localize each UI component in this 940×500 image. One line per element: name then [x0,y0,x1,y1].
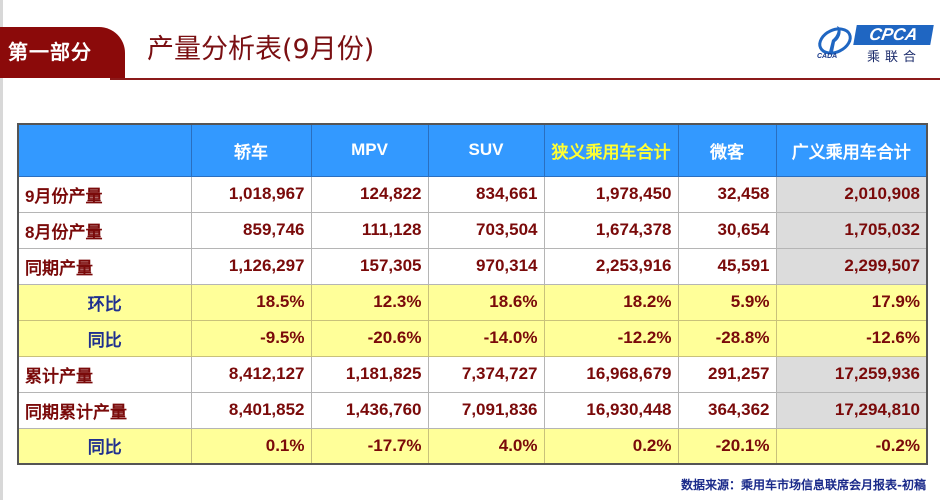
table-row: 8月份产量 859,746 111,128 703,504 1,674,378 … [17,211,928,249]
cell: 16,968,679 [543,355,679,393]
cell: 1,436,760 [310,391,429,429]
table-row-ratio: 同比 0.1% -17.7% 4.0% 0.2% -20.1% -0.2% [17,427,928,465]
cell: 7,091,836 [427,391,545,429]
section-label: 第一部分 [0,27,125,78]
header-corner [17,123,192,177]
cell: 12.3% [310,283,429,321]
row-label: 同期产量 [17,247,192,285]
cell: 30,654 [677,211,777,249]
cell: 18.6% [427,283,545,321]
cell: -12.2% [543,319,679,357]
cell: 0.1% [190,427,312,465]
cell-total: 2,010,908 [775,175,928,213]
title-divider [110,78,940,80]
cell: 157,305 [310,247,429,285]
cell: 834,661 [427,175,545,213]
cell: 4.0% [427,427,545,465]
header-sedan: 轿车 [190,123,312,177]
cell-total: 17,294,810 [775,391,928,429]
cell: 18.2% [543,283,679,321]
cell: 364,362 [677,391,777,429]
slide-left-edge [0,0,3,500]
cell: 703,504 [427,211,545,249]
cpca-wordmark: CPCA [853,25,934,45]
row-label: 同比 [17,319,192,357]
cell: 859,746 [190,211,312,249]
cell: -20.6% [310,319,429,357]
header-narrow-total: 狭义乘用车合计 [543,123,679,177]
cell: 18.5% [190,283,312,321]
row-label: 同比 [17,427,192,465]
cell-total: -0.2% [775,427,928,465]
table-row: 9月份产量 1,018,967 124,822 834,661 1,978,45… [17,175,928,213]
cell: -9.5% [190,319,312,357]
cell-total: -12.6% [775,319,928,357]
table-row: 同期产量 1,126,297 157,305 970,314 2,253,916… [17,247,928,285]
header-suv: SUV [427,123,545,177]
cell: 1,126,297 [190,247,312,285]
cell: 111,128 [310,211,429,249]
cell-total: 2,299,507 [775,247,928,285]
header-mpv: MPV [310,123,429,177]
cell: -20.1% [677,427,777,465]
cell: 1,978,450 [543,175,679,213]
cell: -17.7% [310,427,429,465]
cell: 5.9% [677,283,777,321]
cell: 8,401,852 [190,391,312,429]
row-label: 8月份产量 [17,211,192,249]
cell: 8,412,127 [190,355,312,393]
row-label: 同期累计产量 [17,391,192,429]
cada-emblem-icon [818,26,852,55]
cell: -14.0% [427,319,545,357]
cell: 0.2% [543,427,679,465]
cell-total: 1,705,032 [775,211,928,249]
cell: 7,374,727 [427,355,545,393]
table-row: 累计产量 8,412,127 1,181,825 7,374,727 16,96… [17,355,928,393]
cada-text: CADA [817,53,838,60]
row-label: 9月份产量 [17,175,192,213]
cell: 1,181,825 [310,355,429,393]
cell: 2,253,916 [543,247,679,285]
production-table: 轿车 MPV SUV 狭义乘用车合计 微客 广义乘用车合计 9月份产量 1,01… [17,123,928,465]
header-broad-total: 广义乘用车合计 [775,123,928,177]
cell: -28.8% [677,319,777,357]
cell-total: 17.9% [775,283,928,321]
cell: 1,674,378 [543,211,679,249]
cell: 45,591 [677,247,777,285]
page-title: 产量分析表(9月份) [147,34,375,65]
cell: 1,018,967 [190,175,312,213]
table-row-ratio: 同比 -9.5% -20.6% -14.0% -12.2% -28.8% -12… [17,319,928,357]
table-header-row: 轿车 MPV SUV 狭义乘用车合计 微客 广义乘用车合计 [17,123,928,177]
table-row-ratio: 环比 18.5% 12.3% 18.6% 18.2% 5.9% 17.9% [17,283,928,321]
row-label: 累计产量 [17,355,192,393]
row-label: 环比 [17,283,192,321]
cpca-cn-name: 乘联合 [867,50,922,65]
cell: 16,930,448 [543,391,679,429]
cpca-logo: CPCA 乘联合 CADA [815,22,935,65]
cell: 291,257 [677,355,777,393]
header-minibus: 微客 [677,123,777,177]
cell: 970,314 [427,247,545,285]
cell-total: 17,259,936 [775,355,928,393]
data-source-note: 数据来源：乘用车市场信息联席会月报表-初稿 [681,478,926,492]
table-row: 同期累计产量 8,401,852 1,436,760 7,091,836 16,… [17,391,928,429]
cell: 32,458 [677,175,777,213]
cell: 124,822 [310,175,429,213]
